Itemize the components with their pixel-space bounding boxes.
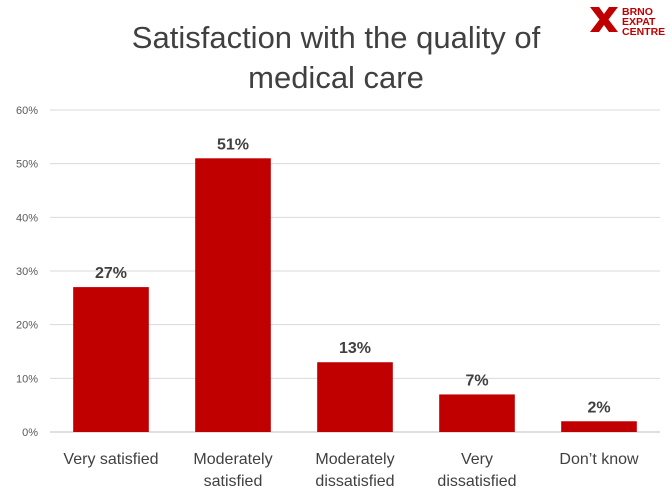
bar [317, 362, 393, 432]
y-tick-label: 0% [22, 427, 38, 439]
x-axis-category-labels: Very satisfied Moderately satisfied Moderat… [63, 451, 639, 490]
data-label: 13% [339, 340, 371, 357]
category-label: Don’t know [559, 451, 639, 468]
logo-text-line: CENTRE [622, 26, 665, 38]
y-tick-label: 10% [16, 373, 38, 385]
category-label: Moderately [193, 451, 272, 468]
bar [439, 394, 515, 432]
bars [73, 158, 637, 433]
bar [561, 421, 637, 432]
data-label: 7% [465, 372, 488, 389]
y-tick-label: 50% [16, 159, 38, 171]
data-labels: 27% 51% 13% 7% 2% [95, 136, 611, 416]
x-mark-icon [590, 7, 618, 32]
y-tick-label: 40% [16, 212, 38, 224]
category-label: Moderately [315, 451, 394, 468]
logo-text-line: EXPAT [622, 16, 656, 28]
bar [195, 158, 271, 433]
y-axis-tick-labels: 0% 10% 20% 30% 40% 50% 60% [16, 105, 38, 439]
category-label: satisfied [204, 473, 263, 490]
category-label: dissatisfied [315, 473, 394, 490]
category-label: Very [461, 451, 493, 468]
data-label: 51% [217, 136, 249, 153]
category-label: dissatisfied [437, 473, 516, 490]
y-tick-label: 30% [16, 266, 38, 278]
bar [73, 287, 149, 432]
chart-title: Satisfaction with the quality of medical … [132, 20, 541, 95]
chart-title-line: Satisfaction with the quality of [132, 20, 541, 55]
y-tick-label: 20% [16, 320, 38, 332]
category-label: Very satisfied [63, 451, 158, 468]
chart-title-line: medical care [248, 60, 424, 95]
data-label: 27% [95, 265, 127, 282]
y-tick-label: 60% [16, 105, 38, 117]
data-label: 2% [587, 399, 610, 416]
gridlines [50, 109, 660, 433]
logo-text-line: BRNO [622, 6, 653, 18]
